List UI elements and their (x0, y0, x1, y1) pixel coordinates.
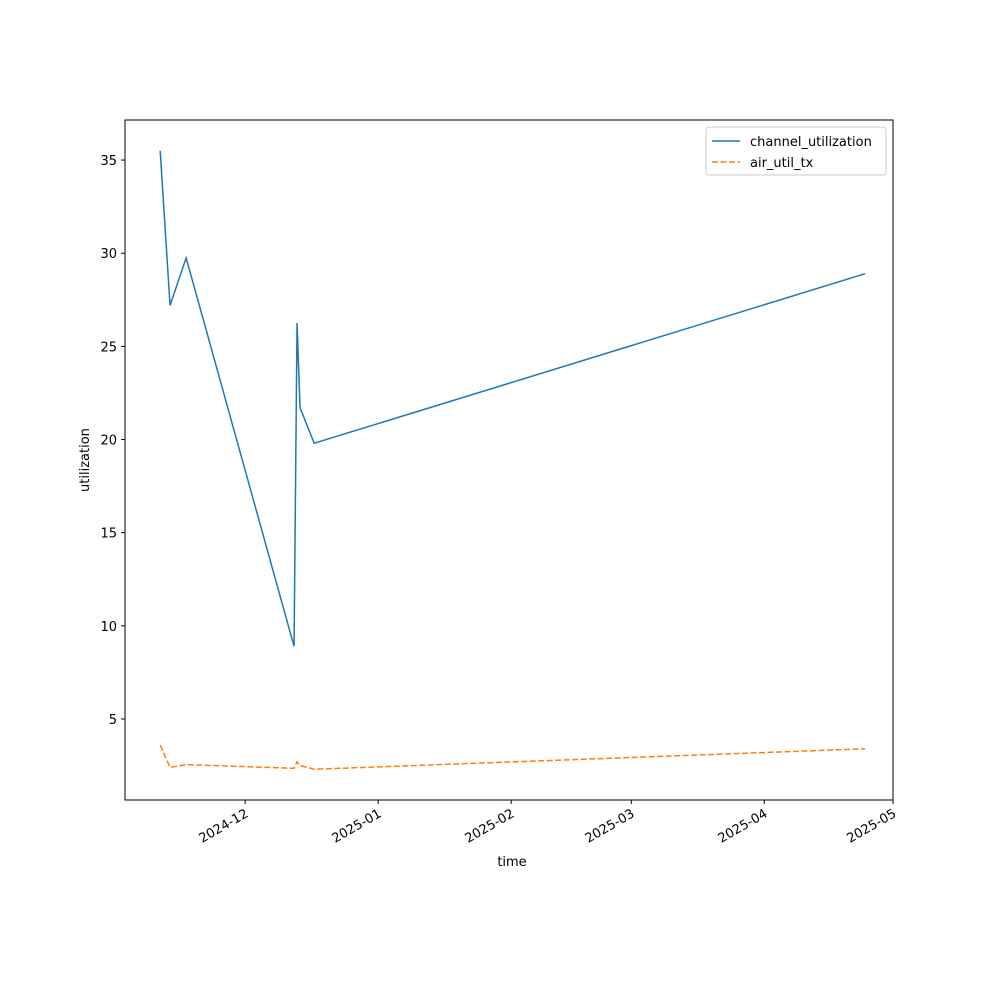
x-tick-label: 2024-12 (197, 806, 252, 846)
x-axis-label: time (497, 855, 526, 870)
y-tick-label: 5 (109, 713, 117, 728)
y-tick-label: 15 (100, 527, 117, 542)
series-line (159, 744, 866, 771)
y-tick-label: 35 (100, 154, 117, 169)
legend-box (705, 126, 887, 176)
series-line (159, 150, 866, 647)
x-tick-label: 2025-05 (844, 806, 899, 846)
x-tick-label: 2025-03 (583, 806, 638, 846)
x-tick-label: 2025-02 (463, 806, 518, 846)
legend-label: channel_utilization (750, 135, 872, 150)
y-tick-label: 20 (100, 434, 117, 449)
y-axis-label: utilization (78, 428, 93, 492)
x-tick-label: 2025-04 (716, 806, 771, 846)
legend-label: air_util_tx (750, 156, 814, 171)
y-tick-label: 25 (100, 340, 117, 355)
plot-frame (124, 119, 894, 801)
y-tick-label: 30 (100, 247, 117, 262)
x-tick-label: 2025-01 (330, 806, 385, 846)
y-tick-label: 10 (100, 620, 117, 635)
